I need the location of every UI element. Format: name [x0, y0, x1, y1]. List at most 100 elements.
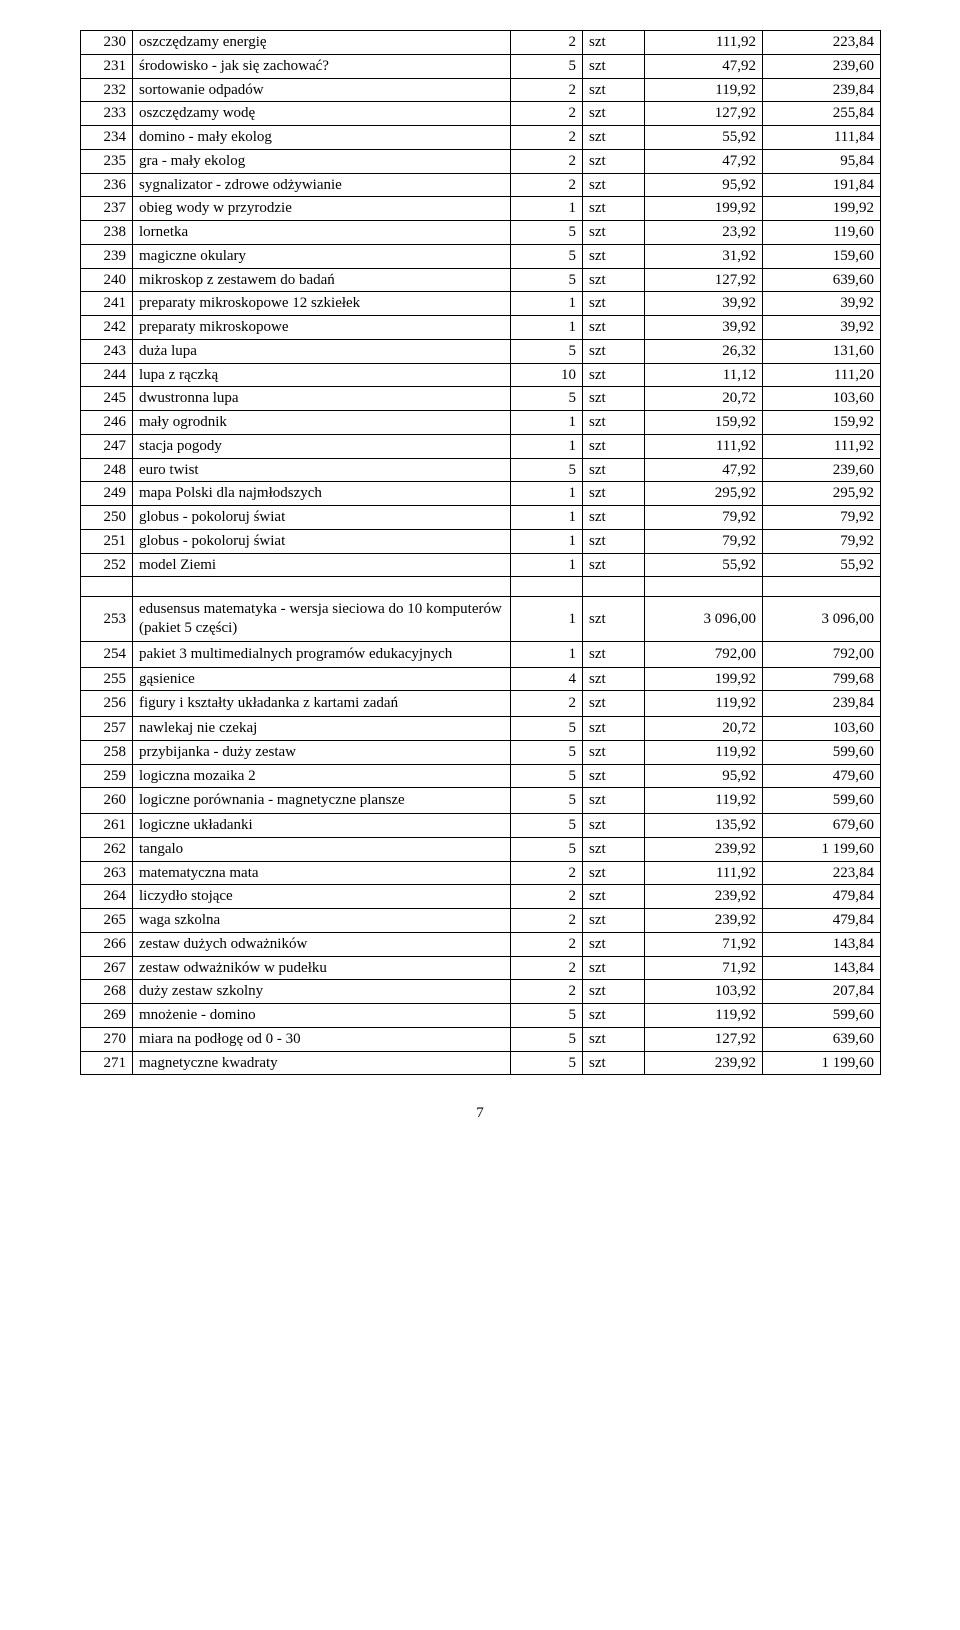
item-price: 11,12	[645, 363, 763, 387]
table-row: 247stacja pogody1szt111,92111,92	[81, 434, 881, 458]
row-number: 265	[81, 909, 133, 933]
table-row: 232sortowanie odpadów2szt119,92239,84	[81, 78, 881, 102]
item-price: 119,92	[645, 1004, 763, 1028]
item-qty: 1	[511, 411, 583, 435]
item-price: 47,92	[645, 149, 763, 173]
item-name: globus - pokoloruj świat	[133, 529, 511, 553]
item-unit: szt	[583, 814, 645, 838]
row-number: 263	[81, 861, 133, 885]
item-qty: 2	[511, 149, 583, 173]
item-price: 71,92	[645, 932, 763, 956]
item-qty: 2	[511, 861, 583, 885]
item-name: lornetka	[133, 221, 511, 245]
item-qty: 2	[511, 691, 583, 717]
item-price: 792,00	[645, 641, 763, 667]
item-unit: szt	[583, 434, 645, 458]
item-total: 223,84	[763, 31, 881, 55]
item-price: 119,92	[645, 740, 763, 764]
item-unit: szt	[583, 717, 645, 741]
table-row: 268duży zestaw szkolny2szt103,92207,84	[81, 980, 881, 1004]
item-name: liczydło stojące	[133, 885, 511, 909]
item-total: 639,60	[763, 268, 881, 292]
table-row: 249mapa Polski dla najmłodszych1szt295,9…	[81, 482, 881, 506]
item-unit: szt	[583, 667, 645, 691]
row-number: 236	[81, 173, 133, 197]
table-row: 255gąsienice4szt199,92799,68	[81, 667, 881, 691]
item-price: 39,92	[645, 292, 763, 316]
table-row: 254pakiet 3 multimedialnych programów ed…	[81, 641, 881, 667]
item-price: 135,92	[645, 814, 763, 838]
row-number: 259	[81, 764, 133, 788]
item-unit: szt	[583, 932, 645, 956]
item-unit: szt	[583, 244, 645, 268]
item-total: 239,60	[763, 54, 881, 78]
item-unit: szt	[583, 458, 645, 482]
item-qty: 2	[511, 173, 583, 197]
row-number: 248	[81, 458, 133, 482]
row-number: 241	[81, 292, 133, 316]
table-row: 262tangalo5szt239,921 199,60	[81, 837, 881, 861]
item-total: 131,60	[763, 339, 881, 363]
table-row: 230oszczędzamy energię2szt111,92223,84	[81, 31, 881, 55]
item-price: 71,92	[645, 956, 763, 980]
table-row: 239magiczne okulary5szt31,92159,60	[81, 244, 881, 268]
item-unit: szt	[583, 482, 645, 506]
item-unit: szt	[583, 102, 645, 126]
item-qty: 4	[511, 667, 583, 691]
row-number: 243	[81, 339, 133, 363]
table-row: 235gra - mały ekolog2szt47,9295,84	[81, 149, 881, 173]
item-name: duży zestaw szkolny	[133, 980, 511, 1004]
item-total: 111,20	[763, 363, 881, 387]
item-unit: szt	[583, 980, 645, 1004]
item-name: figury i kształty układanka z kartami za…	[133, 691, 511, 717]
row-number: 260	[81, 788, 133, 814]
item-price: 111,92	[645, 861, 763, 885]
item-total: 239,84	[763, 78, 881, 102]
item-qty: 5	[511, 740, 583, 764]
row-number: 258	[81, 740, 133, 764]
item-total: 199,92	[763, 197, 881, 221]
item-total: 95,84	[763, 149, 881, 173]
item-qty: 2	[511, 956, 583, 980]
item-qty: 2	[511, 31, 583, 55]
item-total: 111,84	[763, 126, 881, 150]
row-number: 242	[81, 316, 133, 340]
item-unit: szt	[583, 1051, 645, 1075]
item-total: 792,00	[763, 641, 881, 667]
item-name: duża lupa	[133, 339, 511, 363]
table-row: 233oszczędzamy wodę2szt127,92255,84	[81, 102, 881, 126]
item-name: domino - mały ekolog	[133, 126, 511, 150]
item-name: środowisko - jak się zachować?	[133, 54, 511, 78]
table-row: 260logiczne porównania - magnetyczne pla…	[81, 788, 881, 814]
item-price: 79,92	[645, 506, 763, 530]
item-unit: szt	[583, 1027, 645, 1051]
table-row: 238lornetka5szt23,92119,60	[81, 221, 881, 245]
item-total: 79,92	[763, 506, 881, 530]
item-total: 599,60	[763, 1004, 881, 1028]
table-row: 261logiczne układanki5szt135,92679,60	[81, 814, 881, 838]
table-row: 234domino - mały ekolog2szt55,92111,84	[81, 126, 881, 150]
row-number: 253	[81, 597, 133, 642]
item-name: dwustronna lupa	[133, 387, 511, 411]
item-price: 79,92	[645, 529, 763, 553]
item-qty: 1	[511, 529, 583, 553]
item-name: nawlekaj nie czekaj	[133, 717, 511, 741]
item-unit: szt	[583, 31, 645, 55]
item-qty: 1	[511, 434, 583, 458]
table-row: 231środowisko - jak się zachować?5szt47,…	[81, 54, 881, 78]
item-qty: 1	[511, 316, 583, 340]
item-qty: 5	[511, 764, 583, 788]
item-name: gąsienice	[133, 667, 511, 691]
row-number: 261	[81, 814, 133, 838]
row-number: 233	[81, 102, 133, 126]
row-number: 239	[81, 244, 133, 268]
row-number: 231	[81, 54, 133, 78]
item-total: 599,60	[763, 740, 881, 764]
item-unit: szt	[583, 909, 645, 933]
item-price: 20,72	[645, 387, 763, 411]
item-price: 31,92	[645, 244, 763, 268]
row-number: 257	[81, 717, 133, 741]
table-row: 256figury i kształty układanka z kartami…	[81, 691, 881, 717]
row-number: 252	[81, 553, 133, 577]
item-total: 1 199,60	[763, 1051, 881, 1075]
